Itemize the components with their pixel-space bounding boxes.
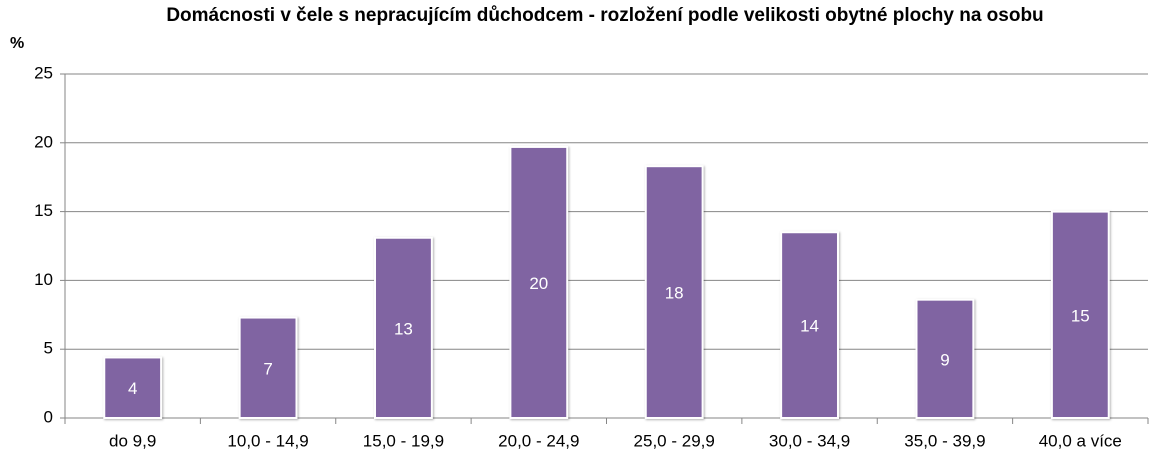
bar — [103, 356, 163, 419]
value-label: 15 — [1071, 306, 1090, 325]
bar — [374, 236, 433, 419]
x-tick-label: 30,0 - 34,9 — [769, 431, 850, 450]
y-tick-label: 0 — [44, 407, 53, 426]
bar — [780, 231, 839, 419]
bar — [644, 165, 704, 419]
x-tick-label: 10,0 - 14,9 — [227, 431, 308, 450]
value-label: 14 — [800, 317, 819, 336]
bar — [915, 298, 975, 419]
bar — [238, 316, 298, 419]
y-tick-label: 15 — [34, 201, 53, 220]
x-tick-label: do 9,9 — [109, 431, 156, 450]
y-tick-label: 10 — [34, 270, 53, 289]
y-tick-label: 25 — [34, 63, 53, 82]
bar — [509, 145, 569, 419]
x-tick-label: 20,0 - 24,9 — [498, 431, 579, 450]
y-tick-label: 5 — [44, 339, 53, 358]
x-tick-label: 25,0 - 29,9 — [634, 431, 715, 450]
chart-title: Domácnosti v čele s nepracujícím důchodc… — [166, 5, 1044, 26]
y-axis-label: % — [10, 35, 24, 52]
x-tick-label: 40,0 a více — [1039, 431, 1122, 450]
x-tick-label: 15,0 - 19,9 — [363, 431, 444, 450]
value-label: 20 — [529, 274, 548, 293]
y-tick-label: 20 — [34, 132, 53, 151]
value-label: 13 — [394, 319, 413, 338]
value-label: 9 — [940, 350, 949, 369]
value-label: 18 — [665, 284, 684, 303]
value-label: 4 — [128, 379, 137, 398]
bar — [1050, 210, 1110, 419]
x-tick-label: 35,0 - 39,9 — [904, 431, 985, 450]
value-label: 7 — [263, 359, 272, 378]
